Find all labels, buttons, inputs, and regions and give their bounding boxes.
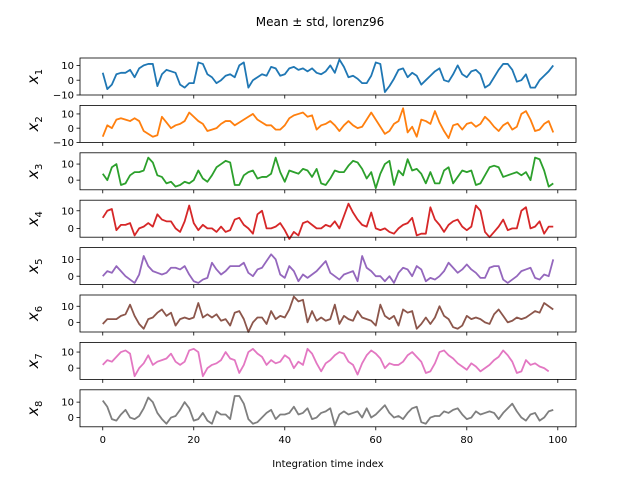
x-tick-label: 0 — [100, 435, 106, 446]
y-axis-label-x5: x5 — [24, 258, 45, 274]
chart-title: Mean ± std, lorenz96 — [256, 15, 384, 29]
x-tick-label: 80 — [460, 435, 473, 446]
plot-frame — [79, 105, 577, 143]
subplot-4: 0 10 x4 — [24, 199, 577, 241]
y-axis-label-x1: x1 — [24, 69, 45, 85]
y-tick-label: 0 — [68, 364, 74, 375]
y-tick-label: 10 — [61, 160, 74, 171]
y-tick-label: 10 — [61, 348, 74, 359]
x-tick-label: 20 — [187, 435, 200, 446]
y-tick-label: 0 — [68, 318, 74, 329]
subplot-8: 0 10 x8 — [24, 389, 577, 431]
y-tick-label: 0 — [68, 76, 74, 87]
plot-frame — [79, 389, 577, 428]
y-tick-label: 0 — [68, 224, 74, 235]
y-tick-label: 10 — [61, 302, 74, 313]
y-axis-label-x2: x2 — [24, 116, 45, 132]
y-tick-label: 10 — [61, 61, 74, 72]
subplot-5: 0 10 x5 — [24, 247, 577, 289]
x-axis: 0 20 40 60 80 100 — [100, 435, 568, 446]
series-line-x4 — [101, 202, 554, 240]
plot-frame — [79, 294, 577, 333]
x-tick-label: 60 — [369, 435, 382, 446]
plot-frame — [79, 57, 577, 96]
x-axis-label: Integration time index — [272, 459, 383, 470]
y-tick-label: 0 — [68, 413, 74, 424]
y-tick-label: 10 — [61, 398, 74, 409]
subplot-7: 0 10 x7 — [24, 341, 577, 383]
y-axis-label-x3: x3 — [24, 164, 45, 180]
series-line-x2 — [101, 107, 555, 140]
series-line-x7 — [102, 347, 550, 378]
y-tick-label: −10 — [53, 91, 74, 102]
subplot-2: −10 0 10 x2 — [24, 105, 577, 149]
y-axis-label-x7: x7 — [24, 353, 45, 369]
plot-frame — [79, 152, 577, 191]
x-tick-label: 100 — [548, 435, 567, 446]
y-tick-label: 10 — [61, 110, 74, 121]
plot-frame — [79, 341, 577, 380]
y-tick-label: 10 — [61, 206, 74, 217]
x-tick-label: 40 — [278, 435, 291, 446]
y-tick-label: −10 — [53, 138, 74, 149]
plot-frame — [79, 199, 577, 238]
series-line-x6 — [102, 295, 554, 333]
y-axis-label-x6: x6 — [24, 306, 45, 322]
subplot-6: 0 10 x6 — [24, 294, 577, 336]
subplots-group: −10 0 10 x1 −10 0 10 x2 0 10 x3 0 10 x4 0 10 x5 0 10 x6 0 10 x… — [24, 57, 577, 431]
y-tick-label: 0 — [68, 124, 74, 135]
subplot-1: −10 0 10 x1 — [24, 57, 577, 102]
y-tick-label: 0 — [68, 176, 74, 187]
y-tick-label: 0 — [68, 272, 74, 283]
y-axis-label-x8: x8 — [24, 401, 45, 417]
series-line-x1 — [101, 58, 554, 93]
series-line-x8 — [102, 395, 554, 427]
y-axis-label-x4: x4 — [24, 211, 45, 227]
subplot-3: 0 10 x3 — [24, 152, 577, 194]
plot-frame — [79, 247, 577, 286]
series-line-x5 — [102, 253, 555, 284]
series-line-x3 — [102, 156, 554, 190]
y-tick-label: 10 — [61, 255, 74, 266]
